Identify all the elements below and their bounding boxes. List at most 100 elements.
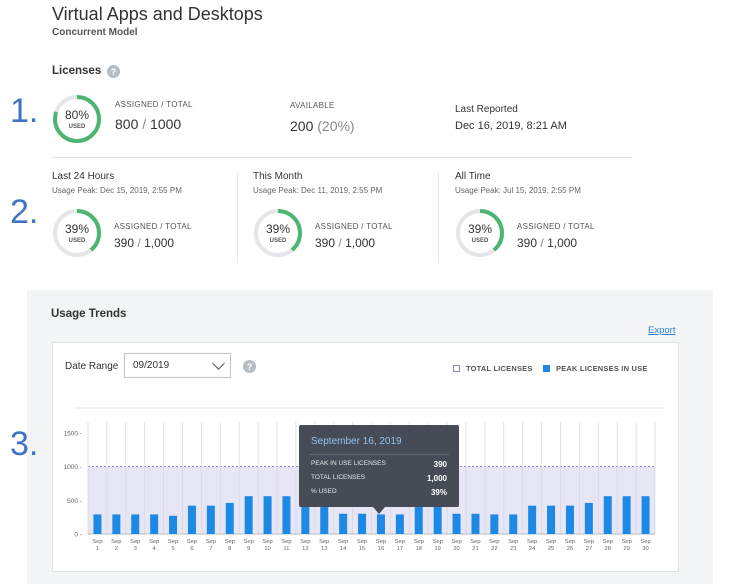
x-tick-month: Sep xyxy=(414,539,424,545)
x-tick-day: 3 xyxy=(134,546,137,552)
peak-usage-bar xyxy=(244,496,253,534)
assigned-count: 390 xyxy=(315,236,336,250)
x-tick-day: 6 xyxy=(190,546,193,552)
period-title-last-24h: Last 24 Hours xyxy=(52,171,115,182)
x-tick-day: 23 xyxy=(510,546,516,552)
peak-usage-bar xyxy=(490,514,499,534)
x-tick-month: Sep xyxy=(489,539,499,545)
peak-usage-bar xyxy=(603,496,612,534)
assigned-count: 390 xyxy=(114,236,135,250)
x-tick-month: Sep xyxy=(621,539,631,545)
assigned-total-value: 390 / 1,000 xyxy=(517,236,577,250)
x-tick-month: Sep xyxy=(546,539,556,545)
tooltip-title: September 16, 2019 xyxy=(311,436,402,447)
available-label: AVAILABLE xyxy=(290,101,335,110)
total-count: 1000 xyxy=(150,116,182,132)
peak-usage-bar xyxy=(282,496,291,534)
peak-usage-bar xyxy=(93,514,102,534)
x-tick-day: 15 xyxy=(359,546,365,552)
tooltip-row-value: 39% xyxy=(430,488,447,497)
x-tick-day: 5 xyxy=(171,546,174,552)
donut-usage-arc xyxy=(53,209,101,257)
x-tick-month: Sep xyxy=(281,539,291,545)
tooltip-row-label: TOTAL LICENSES xyxy=(311,474,366,481)
peak-usage-bar xyxy=(433,504,442,534)
donut-used-label: USED xyxy=(68,238,86,244)
y-tick-label: 500 - xyxy=(67,498,82,505)
peak-usage-bar xyxy=(187,505,196,534)
donut-usage-arc xyxy=(456,209,504,257)
available-value: 200 (20%) xyxy=(290,118,355,134)
x-tick-day: 20 xyxy=(453,546,459,552)
peak-usage-bar xyxy=(395,514,404,534)
x-tick-month: Sep xyxy=(225,539,235,545)
x-tick-day: 4 xyxy=(153,546,157,552)
period-donut-all-time: 39% USED xyxy=(455,208,505,258)
licenses-usage-donut: 80% USED xyxy=(52,94,102,144)
total-count: 1,000 xyxy=(144,236,175,250)
y-tick-label: 1500 - xyxy=(64,430,82,437)
donut-used-label: USED xyxy=(68,124,86,130)
legend-swatch-outline xyxy=(453,365,460,372)
x-tick-day: 26 xyxy=(567,546,573,552)
x-tick-month: Sep xyxy=(432,539,442,545)
y-tick-label: 0 - xyxy=(74,532,82,539)
peak-usage-bar xyxy=(225,502,234,534)
date-range-help-icon[interactable]: ? xyxy=(243,360,256,373)
assigned-count: 390 xyxy=(517,236,538,250)
x-tick-month: Sep xyxy=(451,539,461,545)
tooltip-row-label: PEAK IN USE LICENSES xyxy=(311,460,386,467)
last-reported-value: Dec 16, 2019, 8:21 AM xyxy=(455,120,567,132)
x-tick-month: Sep xyxy=(470,539,480,545)
x-tick-day: 28 xyxy=(605,546,611,552)
x-tick-day: 10 xyxy=(264,546,270,552)
x-tick-day: 11 xyxy=(283,546,289,552)
x-tick-day: 19 xyxy=(434,546,440,552)
value-separator: / xyxy=(137,236,141,250)
x-tick-month: Sep xyxy=(206,539,216,545)
x-tick-month: Sep xyxy=(376,539,386,545)
donut-ring xyxy=(456,209,504,257)
x-tick-day: 29 xyxy=(623,546,629,552)
period-title-all-time: All Time xyxy=(455,171,491,182)
period-divider xyxy=(438,172,439,262)
x-tick-day: 2 xyxy=(115,546,118,552)
peak-usage-bar xyxy=(169,515,178,534)
tooltip-row-label: % USED xyxy=(311,488,337,495)
tooltip-row: PEAK IN USE LICENSES 390 xyxy=(311,460,447,469)
x-tick-day: 13 xyxy=(321,546,327,552)
licenses-help-icon[interactable]: ? xyxy=(107,65,120,78)
x-tick-day: 7 xyxy=(209,546,212,552)
tooltip-divider xyxy=(309,454,449,455)
peak-usage-bar xyxy=(584,502,593,534)
x-tick-month: Sep xyxy=(187,539,197,545)
x-tick-day: 27 xyxy=(586,546,592,552)
donut-ring xyxy=(53,209,101,257)
legend-swatch-solid xyxy=(543,365,550,372)
x-tick-month: Sep xyxy=(130,539,140,545)
peak-usage-bar xyxy=(528,505,537,534)
available-count: 200 xyxy=(290,118,314,134)
assigned-count: 800 xyxy=(115,116,139,132)
donut-usage-arc xyxy=(254,209,302,257)
peak-usage-bar xyxy=(641,496,650,534)
tooltip-row: TOTAL LICENSES 1,000 xyxy=(311,474,447,483)
donut-percent: 80% xyxy=(64,108,90,122)
licenses-heading: Licenses xyxy=(52,65,102,77)
period-title-this-month: This Month xyxy=(253,171,303,182)
period-peak-all-time: Usage Peak: Jul 15, 2019, 2:55 PM xyxy=(455,186,581,195)
date-range-select[interactable]: 09/2019 xyxy=(124,353,231,378)
step-marker-3: 3. xyxy=(10,425,39,463)
peak-usage-bar xyxy=(358,513,367,534)
x-tick-month: Sep xyxy=(357,539,367,545)
page-subtitle: Concurrent Model xyxy=(52,27,138,38)
tooltip-row-value: 390 xyxy=(433,460,447,469)
x-tick-month: Sep xyxy=(565,539,575,545)
legend-label: TOTAL LICENSES xyxy=(466,364,533,373)
peak-usage-bar xyxy=(263,496,272,534)
x-tick-month: Sep xyxy=(111,539,121,545)
assigned-total-value: 390 / 1,000 xyxy=(315,236,375,250)
date-range-value: 09/2019 xyxy=(133,360,170,371)
assigned-total-label: ASSIGNED / TOTAL xyxy=(115,100,193,109)
export-link[interactable]: Export xyxy=(648,325,676,336)
